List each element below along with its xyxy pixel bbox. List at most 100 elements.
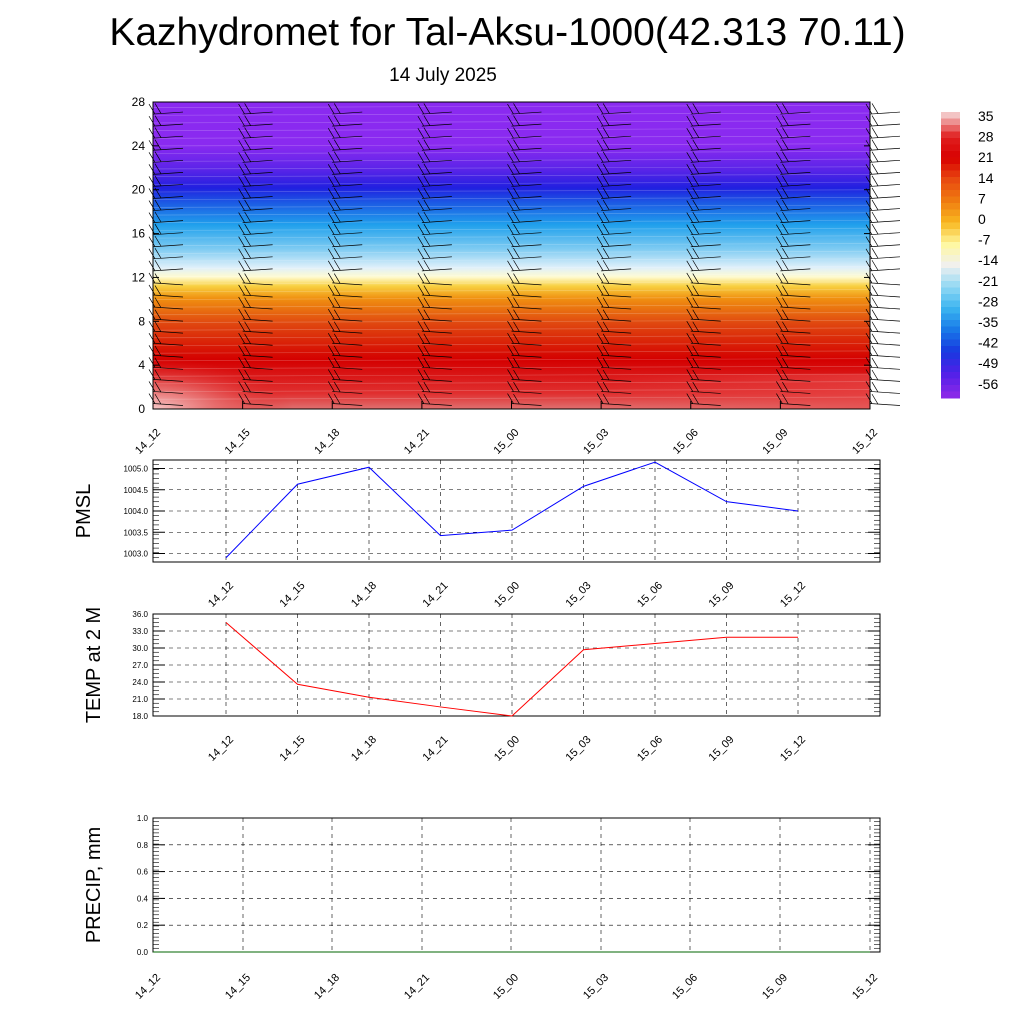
colorbar-swatch xyxy=(941,339,960,347)
wind-barb xyxy=(776,151,811,163)
wind-barb xyxy=(507,223,542,236)
wind-barb xyxy=(148,248,184,260)
wind-barb xyxy=(596,139,632,151)
wind-barb xyxy=(417,223,452,236)
x-tick-label: 14_21 xyxy=(402,972,432,1002)
wind-barb xyxy=(327,248,363,260)
wind-barb xyxy=(865,308,901,322)
wind-barb xyxy=(238,381,273,394)
wind-barb xyxy=(596,127,632,139)
wind-barb xyxy=(596,284,632,298)
colorbar-swatch xyxy=(941,326,960,334)
x-tick-label: 15_00 xyxy=(492,734,522,764)
wind-barb xyxy=(596,115,632,127)
wind-barb xyxy=(865,260,901,272)
wind-barb xyxy=(238,115,273,127)
wind-barb xyxy=(238,369,273,382)
wind-barb xyxy=(238,127,273,139)
wind-barb xyxy=(596,272,632,286)
y-tick-label: 0.4 xyxy=(137,894,149,903)
x-tick-label: 14_21 xyxy=(402,427,432,457)
precip-panel: 0.0 0.2 0.4 0.6 0.8 1.0 14_12 14_15 14_18 14_21 15… xyxy=(83,814,881,1002)
wind-barb xyxy=(148,235,184,248)
wind-barb xyxy=(865,333,901,346)
wind-barb xyxy=(148,139,184,151)
wind-barb xyxy=(507,211,542,223)
wind-barb xyxy=(865,284,901,298)
plot-frame xyxy=(152,817,881,953)
wind-barb xyxy=(327,369,363,382)
y-tick-label: 0 xyxy=(138,402,145,416)
wind-barb xyxy=(238,175,273,187)
y-tick-label: 24 xyxy=(132,139,146,153)
wind-barb xyxy=(686,139,721,151)
colorbar-label: 35 xyxy=(978,108,994,124)
wind-barb xyxy=(417,357,452,370)
surface-warm-area xyxy=(593,374,870,409)
wind-barb xyxy=(148,115,184,127)
wind-barb xyxy=(686,115,721,127)
x-tick-label: 14_18 xyxy=(312,427,342,457)
wind-barb xyxy=(238,357,273,370)
x-tick-label: 14_12 xyxy=(206,734,236,764)
x-tick-label: 14_15 xyxy=(278,580,308,610)
wind-barb xyxy=(686,103,721,115)
wind-barb xyxy=(327,345,363,358)
wind-barb xyxy=(417,369,452,382)
y-tick-label: 36.0 xyxy=(132,610,148,619)
wind-barb xyxy=(776,381,811,394)
wind-barb xyxy=(865,139,901,151)
wind-barb xyxy=(776,345,811,358)
wind-barb xyxy=(417,393,452,406)
x-tick-label: 15_00 xyxy=(491,972,521,1002)
colorbar-swatch xyxy=(941,216,960,223)
colorbar-swatch xyxy=(941,248,960,256)
wind-barb xyxy=(148,345,184,358)
wind-barb xyxy=(507,151,542,163)
colorbar-swatch xyxy=(941,346,960,353)
wind-barb xyxy=(238,151,273,163)
wind-barb xyxy=(327,199,363,211)
wind-barb xyxy=(148,296,184,310)
colorbar-swatch xyxy=(941,112,960,119)
colorbar-label: 21 xyxy=(978,149,994,165)
colorbar-swatch xyxy=(941,177,960,184)
x-tick-label: 14_12 xyxy=(133,972,163,1002)
wind-barb xyxy=(776,296,811,310)
x-tick-label: 15_00 xyxy=(492,580,522,610)
y-tick-label: 16 xyxy=(132,227,146,241)
colorbar-swatch xyxy=(941,131,960,139)
wind-barb xyxy=(148,103,184,115)
wind-barb xyxy=(686,151,721,163)
wind-barb xyxy=(686,320,721,334)
wind-barb xyxy=(417,248,452,260)
colorbar-label: 7 xyxy=(978,190,986,206)
wind-barb xyxy=(507,333,542,346)
wind-barb xyxy=(417,187,452,199)
x-tick-label: 15_09 xyxy=(760,427,790,457)
wind-barb xyxy=(776,320,811,334)
wind-barb xyxy=(417,199,452,211)
x-tick-label: 14_18 xyxy=(349,734,379,764)
x-tick-label: 15_03 xyxy=(564,734,594,764)
wind-barb xyxy=(686,127,721,139)
wind-barb xyxy=(776,333,811,346)
wind-barb xyxy=(327,103,363,115)
wind-barb xyxy=(686,211,721,223)
colorbar-swatch xyxy=(941,229,960,236)
colorbar-swatch xyxy=(941,320,960,327)
colorbar-label: -49 xyxy=(978,355,998,371)
wind-barb xyxy=(596,296,632,310)
x-tick-label: 14_15 xyxy=(223,427,253,457)
x-tick-label: 15_03 xyxy=(564,580,594,610)
y-tick-label: 0.0 xyxy=(137,948,149,957)
wind-barb xyxy=(238,260,273,272)
wind-barb xyxy=(148,381,184,394)
wind-barb xyxy=(327,139,363,151)
y-tick-label: 0.8 xyxy=(137,841,149,850)
y-tick-label: 1.0 xyxy=(137,814,149,823)
wind-barb xyxy=(507,320,542,334)
wind-barb xyxy=(417,272,452,286)
wind-barb xyxy=(865,115,901,127)
